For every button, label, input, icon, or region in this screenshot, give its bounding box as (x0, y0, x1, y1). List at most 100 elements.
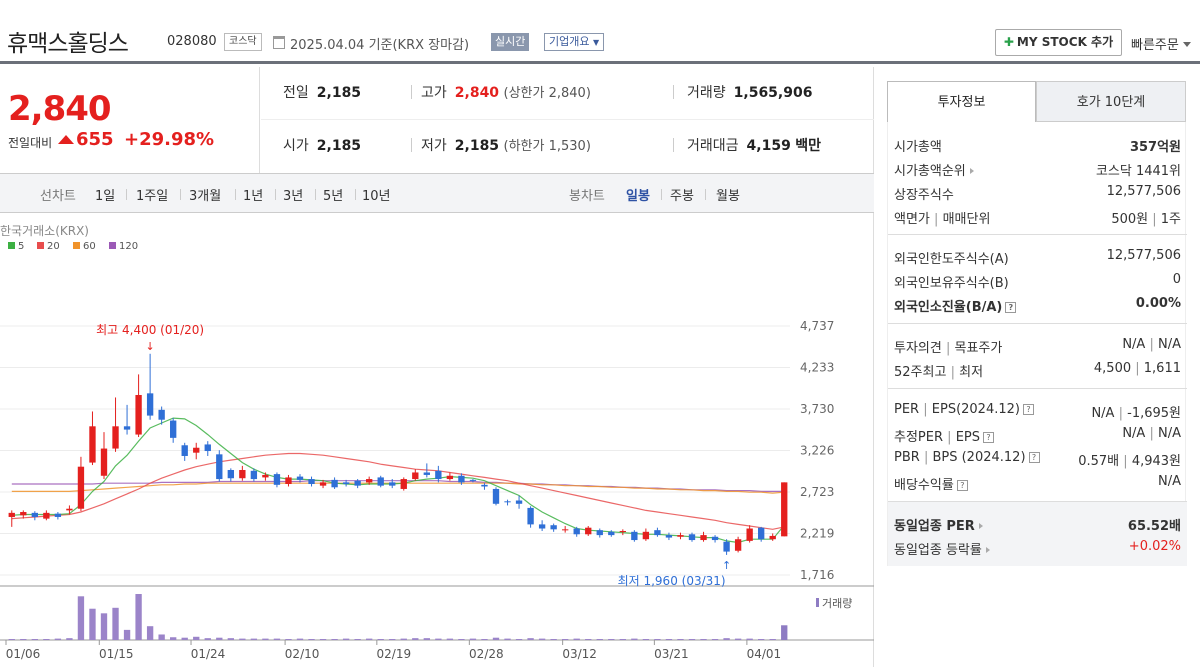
row-label[interactable]: 시가총액순위 (894, 160, 977, 179)
stat-unit: 백만 (795, 138, 822, 154)
quick-order-dropdown[interactable]: 빠른주문 (1131, 34, 1191, 53)
info-group-sector: 동일업종 PER 65.52배 동일업종 등락률 +0.02% (888, 502, 1187, 566)
candle-body (158, 409, 165, 420)
row-label: 외국인보유주식수(B) (894, 276, 1009, 291)
candle-body (77, 466, 85, 509)
candle-body (469, 479, 477, 481)
row-label: 액면가 (894, 212, 930, 227)
realtime-button[interactable]: 실시간 (491, 33, 530, 51)
company-info-label: 기업개요 (549, 35, 590, 48)
volume-bar (619, 639, 626, 640)
help-icon[interactable]: ? (1005, 302, 1017, 313)
row-label: 외국인한도주식수(A) (894, 252, 1009, 267)
x-tick-label: 02/28 (469, 647, 504, 661)
period-1d[interactable]: 1일 (95, 189, 116, 204)
row-value: 12,577,506 (1106, 184, 1181, 199)
row-label[interactable]: 동일업종 등락률 (894, 539, 993, 558)
candle-body (366, 479, 373, 483)
chart-y-axis: 4,737 4,233 3,730 3,226 2,723 2,219 1,716 (800, 319, 834, 582)
help-icon[interactable]: ? (983, 432, 994, 443)
stat-label: 거래대금 (687, 138, 739, 154)
add-mystock-button[interactable]: ✚ MY STOCK 추가 (995, 29, 1122, 56)
volume-bar (123, 629, 131, 640)
legend-label: 60 (83, 241, 96, 252)
volume-bar (193, 636, 200, 640)
stock-name: 휴맥스홀딩스 (7, 31, 129, 57)
candle-body (573, 528, 580, 535)
volume-bar (538, 638, 546, 640)
stock-chart[interactable]: 한국거래소(KRX) 5 20 60 120 4,737 4,233 3,730 3,226… (0, 213, 874, 667)
row-value: 코스닥 1441위 (1095, 164, 1181, 179)
volume-bar (758, 639, 765, 640)
company-info-dropdown[interactable]: 기업개요 ▼ (544, 33, 605, 51)
row-market-cap-rank: 시가총액순위 코스닥 1441위 (894, 160, 1181, 180)
candle-daily[interactable]: 일봉 (626, 189, 650, 204)
base-date: 2025.04.04 기준(KRX 장마감) (290, 38, 470, 53)
y-tick-label: 3,226 (800, 444, 834, 458)
candle-body (596, 530, 603, 536)
tab-orderbook-10[interactable]: 호가 10단계 (1036, 81, 1186, 122)
candle-body (688, 534, 696, 541)
stat-value: 2,840 (454, 85, 500, 101)
candle-weekly[interactable]: 주봉 (670, 189, 694, 204)
candle-body (435, 470, 442, 480)
legend-swatch (73, 242, 80, 249)
volume-legend-swatch (816, 598, 819, 607)
help-icon[interactable]: ? (956, 480, 968, 491)
divider (661, 189, 662, 200)
volume-bar (135, 594, 142, 640)
stat-value: 2,185 (454, 138, 500, 154)
stock-header: 휴맥스홀딩스 028080 코스닥 2025.04.04 기준(KRX 장마감)… (0, 0, 1200, 64)
info-group-valuation: PER | EPS(2024.12)? N/A | -1,695원 추정PER |… (888, 389, 1187, 502)
volume-bar (665, 639, 673, 640)
candle-body (492, 488, 500, 504)
candle-body (608, 531, 615, 536)
candle-body (31, 512, 38, 517)
volume-bar (170, 637, 177, 640)
row-label[interactable]: 동일업종 PER (894, 515, 986, 534)
volume-bar (781, 625, 788, 640)
candle-body (723, 541, 730, 552)
period-3y[interactable]: 3년 (283, 189, 304, 204)
volume-bar (181, 637, 188, 640)
volume-bar (227, 638, 234, 640)
candle-body (296, 476, 304, 480)
period-10y[interactable]: 10년 (362, 189, 391, 204)
help-icon[interactable]: ? (1022, 404, 1034, 415)
chart-legend: 5 20 60 120 (8, 241, 138, 252)
down-arrow-icon: ↓ (146, 340, 155, 353)
volume-bar (377, 639, 384, 640)
stat-volume: 거래량 1,565,906 (687, 82, 812, 102)
divider (126, 189, 127, 200)
tab-investment-info[interactable]: 투자정보 (887, 81, 1036, 122)
row-foreign-limit: 외국인한도주식수(A) 12,577,506 (894, 248, 1181, 268)
row-label: 상장주식수 (894, 188, 954, 203)
candle-body (654, 530, 661, 536)
candle-body (550, 525, 557, 530)
candle-body (769, 535, 776, 540)
candle-body (204, 444, 211, 452)
period-3m[interactable]: 3개월 (189, 189, 222, 204)
period-1y[interactable]: 1년 (243, 189, 264, 204)
period-5y[interactable]: 5년 (323, 189, 344, 204)
period-1w[interactable]: 1주일 (136, 189, 169, 204)
info-group-opinion: 투자의견 | 목표주가 N/A | N/A 52주최고 | 최저 4,500 | 1… (888, 324, 1187, 389)
candle-body (135, 394, 142, 435)
candle-body (458, 475, 465, 483)
candle-monthly[interactable]: 월봉 (716, 189, 740, 204)
row-listed-shares: 상장주식수 12,577,506 (894, 184, 1181, 204)
y-tick-label: 4,233 (800, 361, 834, 375)
plus-icon: ✚ (1003, 35, 1014, 49)
volume-bar (31, 639, 38, 640)
legend-label: 5 (18, 241, 24, 252)
divider (235, 189, 236, 200)
info-tabs: 투자정보 호가 10단계 (887, 81, 1186, 122)
row-value: 0.00% (1135, 296, 1181, 311)
candle-body (227, 469, 234, 479)
help-icon[interactable]: ? (1028, 452, 1040, 463)
volume-bar (389, 639, 396, 640)
row-52week: 52주최고 | 최저 4,500 | 1,611 (894, 361, 1181, 380)
candle-body (746, 528, 753, 541)
volume-bar (66, 638, 73, 640)
divider (180, 189, 181, 200)
